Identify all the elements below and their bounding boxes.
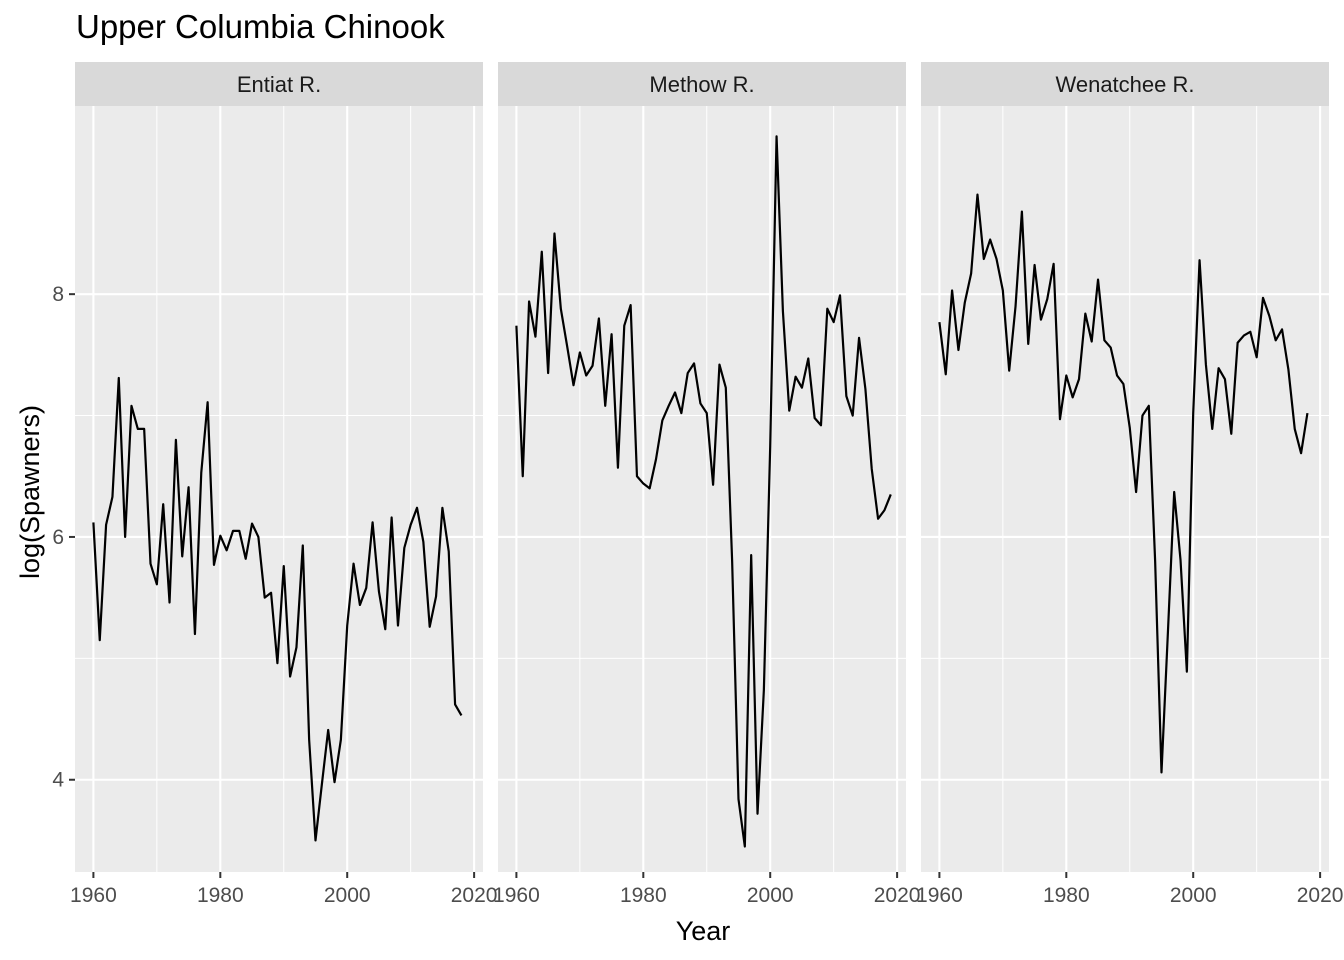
x-tick-label: 1980 (620, 884, 667, 907)
facet-panel: Methow R. 1960 1980 2000 2020 (493, 62, 920, 907)
series-line (938, 193, 1309, 774)
x-tick-label: 2020 (1297, 884, 1344, 907)
facet-strip-label: Wenatchee R. (1055, 72, 1194, 97)
x-tick-label: 1960 (70, 884, 117, 907)
facet-panel: Wenatchee R. 1960 1980 2000 2020 (916, 62, 1343, 907)
x-tick-label: 1960 (916, 884, 963, 907)
x-tick-label: 2000 (324, 884, 371, 907)
x-tick-label: 1980 (197, 884, 244, 907)
x-tick-label: 2000 (1170, 884, 1217, 907)
chart-title: Upper Columbia Chinook (76, 8, 445, 45)
y-axis-title: log(Spawners) (15, 405, 45, 579)
panel-background (921, 106, 1329, 872)
panel-background (498, 106, 906, 872)
series-line (92, 376, 463, 842)
facet-strip (498, 62, 906, 106)
facet-strip-label: Methow R. (649, 72, 754, 97)
x-tick-label: 1980 (1043, 884, 1090, 907)
panel-background (75, 106, 483, 872)
facet-strip (921, 62, 1329, 106)
facet-panels: Entiat R. 1960 1980 2000 2020 Methow R. 1960 19… (70, 62, 1343, 907)
x-tick-label: 2000 (747, 884, 794, 907)
x-tick-label: 2020 (451, 884, 498, 907)
y-tick-label: 6 (52, 526, 64, 549)
x-axis-title: Year (676, 916, 731, 946)
y-axis: 4 6 8 (52, 283, 75, 792)
series-line (515, 135, 892, 848)
y-tick-label: 8 (52, 283, 64, 306)
y-tick-label: 4 (52, 769, 64, 792)
facet-panel: Entiat R. 1960 1980 2000 2020 (70, 62, 497, 907)
facet-strip (75, 62, 483, 106)
x-tick-label: 2020 (874, 884, 921, 907)
x-tick-label: 1960 (493, 884, 540, 907)
facet-strip-label: Entiat R. (237, 72, 321, 97)
